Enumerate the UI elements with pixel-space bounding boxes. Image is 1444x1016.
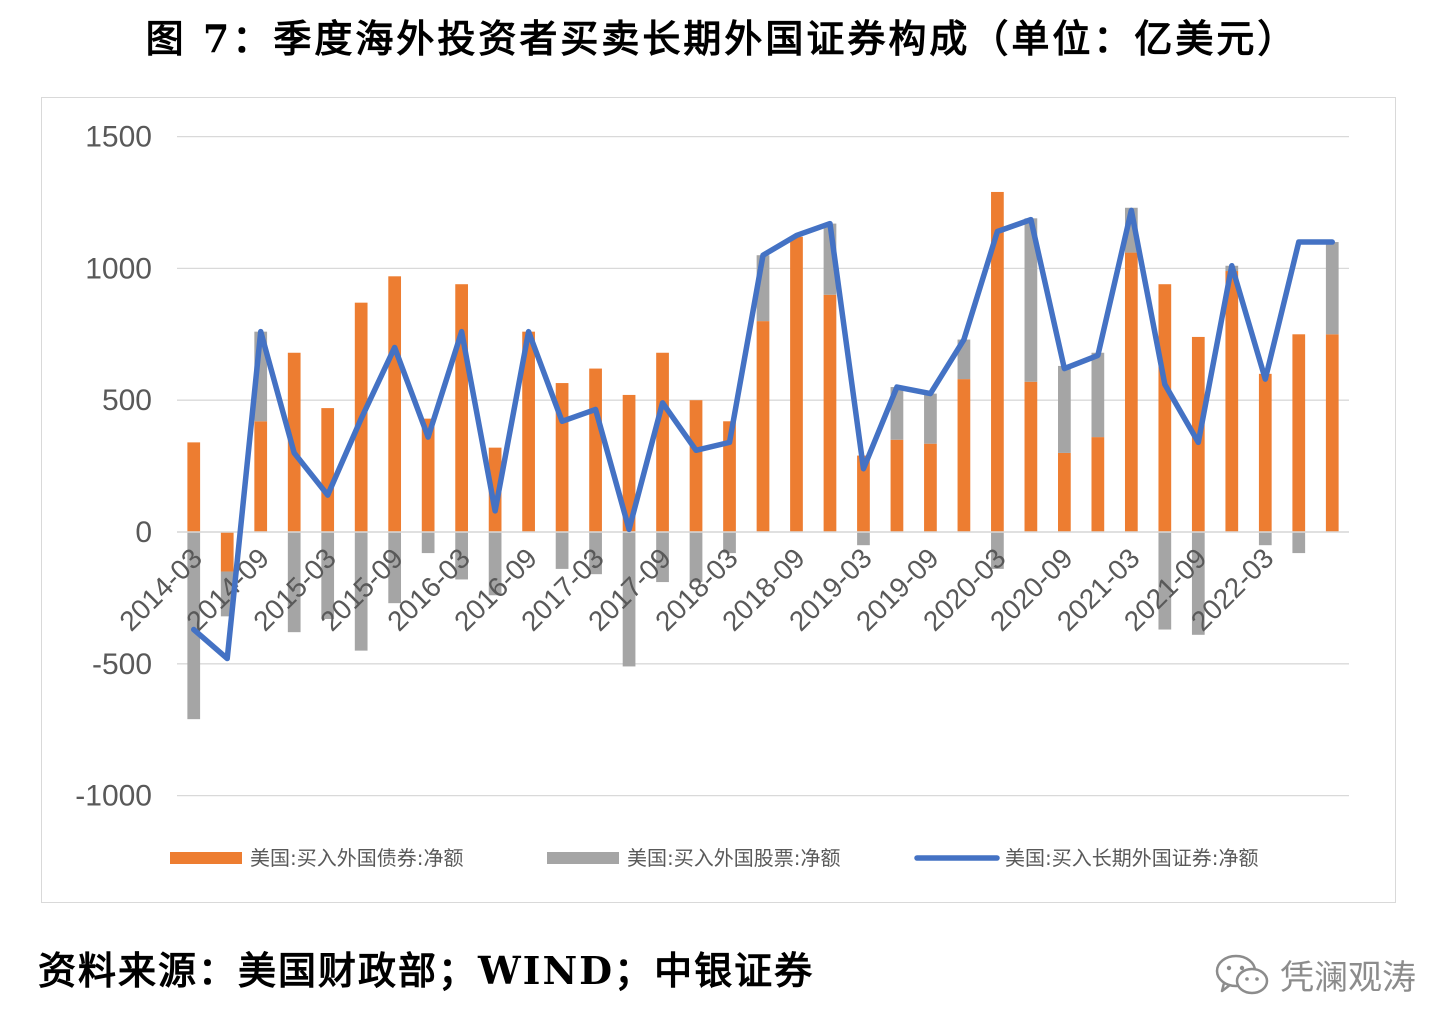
total-line	[190, 207, 1336, 662]
stock-bar	[455, 532, 468, 580]
legend-label: 美国:买入外国债券:净额	[250, 846, 463, 870]
bond-bar	[1124, 252, 1138, 533]
stock-bar	[1325, 242, 1339, 335]
stock-bar	[1258, 532, 1272, 546]
bond-bar	[823, 294, 837, 532]
bond-bar	[689, 400, 703, 532]
bond-bar	[488, 447, 502, 532]
bond-bar	[187, 442, 201, 532]
stock-bar	[1292, 532, 1306, 554]
stock-bar	[354, 532, 368, 651]
y-tick-label: 1000	[85, 252, 152, 285]
source-note: 资料来源：美国财政部；WIND；中银证券	[38, 948, 815, 993]
stock-bar	[689, 532, 703, 583]
stock-bar	[656, 532, 669, 583]
stock-bar	[1191, 532, 1205, 635]
bond-bar	[287, 352, 301, 532]
stock-bar	[723, 532, 736, 554]
bond-bar	[1292, 334, 1306, 532]
stock-bar	[924, 393, 937, 444]
watermark: 凭澜观涛	[1214, 950, 1416, 999]
stock-bar	[589, 532, 602, 575]
bond-bar	[388, 276, 402, 532]
watermark-text: 凭澜观涛	[1280, 958, 1416, 998]
legend-label: 美国:买入外国股票:净额	[627, 846, 840, 870]
stock-bar	[857, 532, 870, 546]
stock-bar	[287, 532, 301, 633]
bond-bar	[1158, 284, 1172, 532]
bond-bar	[957, 379, 971, 532]
bond-bar	[1258, 373, 1272, 532]
legend-swatch	[547, 852, 619, 864]
bond-bar	[1225, 271, 1239, 532]
y-tick-label: -1000	[75, 780, 152, 813]
bond-bar	[756, 321, 770, 532]
bond-bar	[924, 443, 937, 532]
y-tick-label: 1500	[85, 121, 152, 154]
bond-bar	[1024, 381, 1038, 532]
bond-bar	[1325, 334, 1339, 532]
bond-bar	[254, 421, 268, 532]
bond-bar	[991, 191, 1004, 532]
stock-bar	[388, 532, 402, 604]
bond-bar	[220, 532, 234, 572]
stock-bar	[321, 532, 335, 619]
bond-bar	[890, 439, 904, 532]
stock-bar	[421, 532, 435, 554]
bond-bar	[455, 284, 468, 532]
bond-bar	[1058, 452, 1071, 532]
stock-bar	[488, 532, 502, 596]
wechat-logo-icon	[1215, 954, 1269, 994]
chart: 150010005000-500-10002014-032014-092015-…	[75, 121, 1349, 870]
stock-bar	[622, 532, 636, 667]
stock-bar	[1158, 532, 1172, 630]
stock-bar	[991, 532, 1004, 569]
bond-bar	[622, 394, 636, 532]
legend-swatch	[170, 852, 242, 864]
y-tick-label: 500	[102, 384, 152, 417]
stock-bar	[187, 532, 201, 720]
y-tick-label: 0	[135, 516, 152, 549]
bond-bar	[522, 331, 535, 532]
stock-bar	[1091, 352, 1105, 438]
figure-title: 图 7：季度海外投资者买卖长期外国证券构成（单位：亿美元）	[145, 16, 1299, 61]
legend-label: 美国:买入长期外国证券:净额	[1005, 846, 1258, 870]
y-tick-label: -500	[92, 648, 152, 681]
bond-bar	[857, 455, 870, 532]
stock-bar	[1058, 365, 1071, 453]
bond-bar	[790, 236, 803, 532]
bond-bar	[1091, 437, 1105, 532]
bond-bar	[321, 408, 335, 532]
stock-bar	[555, 532, 569, 569]
stock-bar	[1024, 218, 1038, 382]
chart-frame: 1500 1000 500 0 -500 -1000 2014-03 2014-09 2015-…	[41, 97, 1396, 903]
bond-bar	[656, 352, 669, 532]
bond-bar	[723, 421, 736, 532]
bond-bar	[421, 418, 435, 532]
bond-bar	[589, 368, 602, 532]
